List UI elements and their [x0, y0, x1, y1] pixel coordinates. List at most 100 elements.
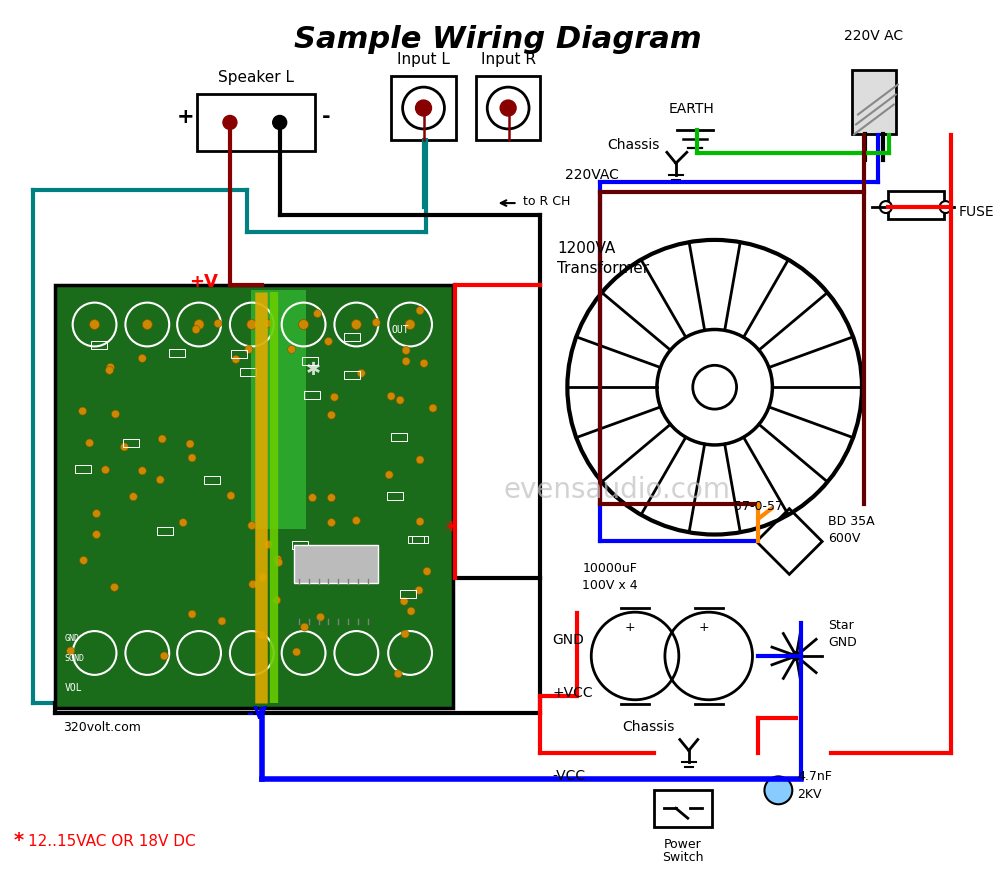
Circle shape	[138, 468, 146, 475]
Circle shape	[407, 607, 415, 615]
Text: 100V x 4: 100V x 4	[582, 579, 638, 592]
Circle shape	[880, 202, 892, 214]
Circle shape	[273, 116, 287, 130]
Bar	[304, 392, 320, 400]
Text: 12..15VAC OR 18V DC: 12..15VAC OR 18V DC	[28, 833, 195, 848]
Circle shape	[791, 651, 801, 661]
Bar	[852, 70, 896, 136]
Text: BD 35A: BD 35A	[828, 514, 875, 527]
Bar	[412, 536, 428, 544]
Circle shape	[301, 623, 309, 632]
Text: FUSE: FUSE	[959, 205, 994, 219]
Circle shape	[387, 393, 395, 401]
Text: *: *	[446, 520, 457, 540]
Text: +: +	[699, 620, 709, 634]
Bar	[123, 440, 139, 448]
Circle shape	[110, 584, 118, 592]
Circle shape	[188, 611, 196, 619]
Circle shape	[372, 319, 380, 327]
Text: 4.7nF: 4.7nF	[797, 770, 832, 782]
Text: Input L: Input L	[397, 51, 450, 67]
Circle shape	[186, 441, 194, 448]
Circle shape	[324, 338, 332, 346]
Bar	[391, 76, 456, 141]
Bar	[197, 95, 315, 152]
Circle shape	[258, 632, 266, 640]
Circle shape	[102, 467, 109, 474]
Circle shape	[188, 454, 196, 462]
Circle shape	[500, 101, 516, 116]
Text: Input R: Input R	[481, 51, 536, 67]
Circle shape	[314, 310, 322, 318]
Bar	[408, 536, 424, 544]
Text: GND: GND	[828, 635, 857, 648]
Circle shape	[293, 648, 301, 656]
Text: +VCC: +VCC	[552, 685, 593, 699]
Circle shape	[80, 557, 88, 565]
Circle shape	[274, 556, 282, 564]
Text: *: *	[14, 830, 24, 849]
Circle shape	[764, 777, 792, 805]
Text: 320volt.com: 320volt.com	[63, 720, 141, 733]
Text: VOL: VOL	[65, 682, 82, 692]
Circle shape	[249, 580, 257, 588]
Circle shape	[351, 320, 361, 330]
Circle shape	[940, 202, 952, 214]
Circle shape	[264, 320, 272, 328]
Circle shape	[273, 596, 281, 605]
Text: ✱: ✱	[306, 361, 321, 379]
Text: -: -	[322, 108, 331, 127]
Text: SGND: SGND	[65, 653, 85, 662]
Circle shape	[67, 647, 75, 655]
Text: 1200VA: 1200VA	[557, 241, 616, 255]
Circle shape	[223, 116, 237, 130]
Circle shape	[259, 574, 267, 581]
Circle shape	[405, 320, 415, 330]
Bar	[231, 351, 247, 359]
Text: Chassis: Chassis	[607, 138, 660, 152]
Circle shape	[86, 440, 94, 448]
Bar	[400, 591, 416, 599]
Circle shape	[420, 360, 428, 368]
Text: evensaudio.com: evensaudio.com	[504, 475, 731, 503]
Text: +: +	[625, 620, 636, 634]
Text: Speaker L: Speaker L	[218, 70, 294, 84]
Circle shape	[93, 531, 101, 539]
Circle shape	[396, 397, 404, 405]
Circle shape	[218, 618, 226, 626]
Text: OUT: OUT	[391, 325, 409, 335]
Text: Sample Wiring Diagram: Sample Wiring Diagram	[294, 25, 701, 54]
Text: 220V AC: 220V AC	[844, 29, 903, 43]
Bar	[888, 192, 944, 220]
Bar	[344, 372, 360, 380]
Circle shape	[416, 456, 424, 464]
Text: +: +	[176, 108, 194, 127]
Text: 220VAC: 220VAC	[565, 168, 619, 182]
Circle shape	[138, 355, 146, 363]
Text: EARTH: EARTH	[669, 103, 715, 116]
Circle shape	[227, 492, 235, 501]
Bar	[169, 350, 185, 358]
Circle shape	[299, 320, 309, 330]
Bar	[294, 546, 378, 584]
Bar	[344, 334, 360, 342]
Circle shape	[248, 522, 256, 530]
Bar	[157, 527, 173, 535]
Circle shape	[402, 358, 410, 366]
Circle shape	[400, 598, 408, 606]
Circle shape	[402, 347, 410, 355]
Text: 600V: 600V	[828, 532, 861, 545]
Bar	[75, 465, 91, 474]
Circle shape	[120, 443, 128, 451]
Circle shape	[327, 412, 335, 420]
Text: to R CH: to R CH	[523, 195, 570, 208]
Bar	[654, 791, 712, 827]
Circle shape	[416, 518, 424, 526]
Circle shape	[401, 630, 409, 639]
Circle shape	[214, 320, 222, 328]
Bar	[251, 290, 306, 529]
Text: GND: GND	[65, 634, 80, 642]
Bar	[91, 342, 107, 350]
Circle shape	[327, 519, 335, 527]
Circle shape	[299, 568, 307, 577]
